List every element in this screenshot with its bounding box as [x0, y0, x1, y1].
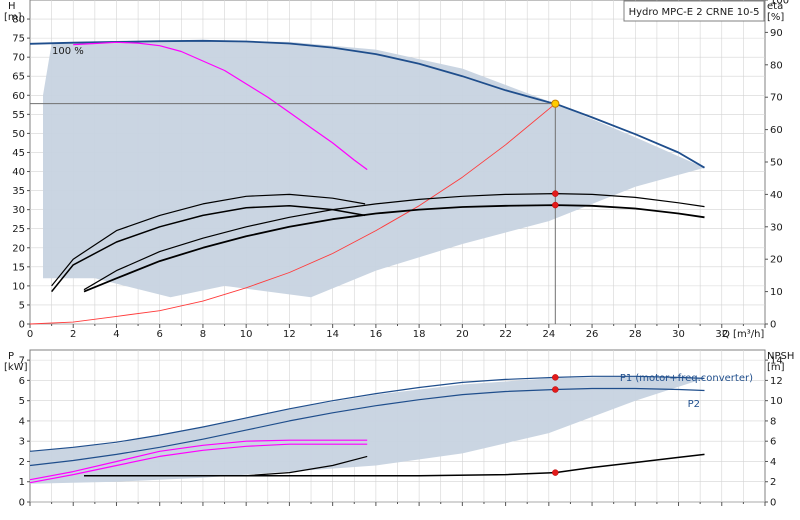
chart1-series-2-line: [29, 439, 368, 481]
chart1-ytick-label: 4: [19, 416, 25, 427]
chart0-xtick-label: 22: [499, 329, 512, 340]
chart0-ytick-label: 20: [12, 243, 25, 254]
legend-p2: P2: [688, 399, 700, 410]
chart0-series-5-line: [51, 193, 366, 287]
speed-label-100: 100 %: [52, 46, 84, 57]
chart1-series-3-line: [29, 443, 368, 484]
chart0-ytick-right-label: 0: [770, 320, 776, 331]
chart0-series-1-line: [73, 41, 368, 171]
chart1-ytick-label: 3: [19, 437, 25, 448]
chart0-xlabel: Q [m³/h]: [722, 329, 764, 340]
chart0-xtick-label: 16: [370, 329, 383, 340]
chart1-ytick-right-label: 4: [770, 457, 776, 468]
chart1-ytick-right-label: 6: [770, 437, 776, 448]
chart1-ylabel-right-unit: [m]: [767, 362, 785, 373]
duty-point-p2-marker: [552, 386, 559, 393]
chart0-ytick-label: 75: [12, 34, 25, 45]
chart0-ytick-label: 40: [12, 167, 25, 178]
chart1-ytick-right-label: 2: [770, 477, 776, 488]
duty-point-p1-marker: [552, 374, 559, 381]
chart0-ytick-right-label: 30: [770, 222, 783, 233]
chart0-ytick-right-label: 10: [770, 287, 783, 298]
chart1-ytick-right-label: 14: [770, 356, 783, 367]
chart1-ytick-label: 7: [19, 356, 25, 367]
chart0-ytick-label: 60: [12, 91, 25, 102]
chart1-ytick-right-label: 12: [770, 376, 783, 387]
chart1-ytick-right-label: 10: [770, 396, 783, 407]
duty-point-npsh-marker: [552, 469, 559, 476]
duty-point-eta-lower-marker: [552, 201, 559, 209]
chart0-ylabel-right-unit: [%]: [767, 12, 784, 23]
chart0-ytick-right-label: 100: [770, 0, 789, 7]
chart0-ytick-right-label: 50: [770, 158, 783, 169]
chart0-xtick-label: 20: [456, 329, 469, 340]
chart1-operating-region: [30, 376, 705, 484]
chart0-xtick-label: 24: [542, 329, 555, 340]
chart0-xtick-label: 2: [70, 329, 76, 340]
chart1-ytick-label: 1: [19, 477, 25, 488]
chart-title-box: [623, 0, 765, 22]
chart0-xtick-label: 6: [157, 329, 163, 340]
chart0-series-2-line: [29, 103, 556, 325]
chart0-ytick-label: 15: [12, 262, 25, 273]
chart0-xtick-label: 8: [200, 329, 206, 340]
chart0-series-3-line: [83, 193, 705, 291]
chart0-ytick-label: 35: [12, 186, 25, 197]
chart1-series-5-line: [84, 455, 368, 477]
chart0-xtick-label: 4: [113, 329, 119, 340]
chart0-ytick-label: 65: [12, 72, 25, 83]
chart0-ytick-label: 55: [12, 110, 25, 121]
chart1-ytick-label: 5: [19, 396, 25, 407]
chart1-ylabel-right: NPSH: [767, 351, 794, 362]
chart0-ylabel: H: [8, 1, 16, 12]
chart0-operating-region: [43, 40, 705, 298]
chart0-ytick-right-label: 80: [770, 60, 783, 71]
chart1-series-0-line: [29, 375, 705, 452]
chart0-ytick-label: 45: [12, 148, 25, 159]
chart0-series-4-line: [83, 204, 705, 293]
chart0-series-6-line: [51, 205, 366, 293]
chart1-ytick-right-label: 8: [770, 416, 776, 427]
chart0-ytick-label: 10: [12, 281, 25, 292]
chart1-ytick-right-label: 0: [770, 498, 776, 509]
chart0-ytick-label: 70: [12, 53, 25, 64]
chart0-ytick-label: 80: [12, 15, 25, 26]
legend-p1: P1 (motor+freq.converter): [620, 373, 753, 384]
chart0-ytick-label: 25: [12, 224, 25, 235]
chart0-xtick-label: 14: [326, 329, 339, 340]
chart0-ytick-right-label: 60: [770, 125, 783, 136]
chart0-xtick-label: 30: [672, 329, 685, 340]
duty-point-marker: [551, 99, 560, 108]
chart0-xtick-label: 26: [586, 329, 599, 340]
chart0-ytick-right-label: 70: [770, 93, 783, 104]
chart0-ytick-label: 50: [12, 129, 25, 140]
chart0-series-0-line: [29, 39, 705, 169]
chart0-xtick-label: 32: [715, 329, 728, 340]
chart0-xtick-label: 18: [413, 329, 426, 340]
chart0-ytick-label: 0: [19, 320, 25, 331]
chart1-ytick-label: 6: [19, 376, 25, 387]
chart0-ytick-right-label: 40: [770, 190, 783, 201]
chart0-ytick-right-label: 90: [770, 28, 783, 39]
chart0-xtick-label: 12: [283, 329, 296, 340]
chart0-ytick-label: 5: [19, 300, 25, 311]
chart1-ytick-label: 0: [19, 498, 25, 509]
chart0-xtick-label: 10: [240, 329, 253, 340]
chart1-ylabel: P: [8, 351, 14, 362]
chart0-ytick-right-label: 20: [770, 255, 783, 266]
chart0-xtick-label: 28: [629, 329, 642, 340]
chart1-series-1-line: [29, 387, 705, 467]
chart0-xtick-label: 0: [27, 329, 33, 340]
chart0-ytick-label: 30: [12, 205, 25, 216]
chart-title: Hydro MPC-E 2 CRNE 10-5: [629, 7, 760, 18]
chart1-ytick-label: 2: [19, 457, 25, 468]
chart0-ylabel-right: eta: [767, 1, 783, 12]
chart0-ylabel-unit: [m]: [4, 12, 22, 23]
duty-point-eta-upper-marker: [552, 190, 559, 197]
chart1-ylabel-unit: [kW]: [4, 362, 28, 373]
